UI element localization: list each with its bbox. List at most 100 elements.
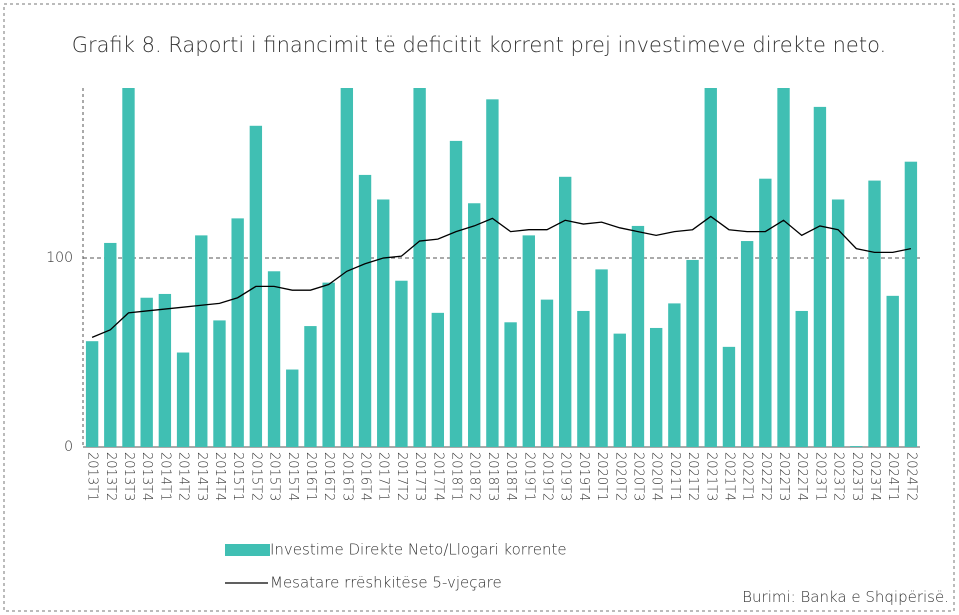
bar: [668, 303, 681, 447]
x-tick-label: 2020T3: [630, 452, 645, 501]
bar: [868, 180, 881, 447]
bar: [740, 241, 754, 447]
x-tick-label: 2021T4: [721, 452, 736, 501]
x-tick-label: 2022T3: [776, 452, 791, 501]
x-tick-label: 2016T4: [358, 452, 373, 501]
bar: [322, 282, 335, 447]
bar: [104, 242, 117, 447]
bar: [813, 106, 827, 447]
bar: [613, 333, 626, 447]
bar: [558, 176, 572, 447]
bar: [195, 235, 208, 447]
bar: [686, 259, 699, 447]
x-tick-label: 2022T2: [758, 452, 773, 501]
x-tick-label: 2024T2: [903, 452, 918, 501]
bar: [759, 178, 772, 447]
x-tick-label: 2022T4: [794, 452, 809, 501]
x-tick-label: 2018T2: [467, 452, 482, 501]
x-tick-label: 2019T2: [539, 452, 554, 501]
x-tick-label: 2021T1: [667, 452, 682, 501]
x-tick-label: 2017T3: [412, 452, 427, 501]
y-tick-label: 0: [64, 439, 73, 455]
x-tick-label: 2019T1: [521, 452, 536, 501]
x-tick-label: 2015T2: [248, 452, 263, 501]
bar: [777, 88, 790, 447]
bar: [649, 327, 663, 447]
bar: [176, 352, 190, 447]
bar: [431, 312, 445, 447]
bar: [831, 199, 845, 447]
bar: [358, 174, 372, 448]
line: [91, 215, 912, 339]
x-tick-label: 2015T3: [267, 452, 282, 501]
x-tick-label: 2014T3: [194, 452, 209, 501]
bar: [304, 326, 317, 447]
chart-title: Grafik 8. Raporti i financimit të defici…: [72, 33, 886, 57]
bar: [377, 199, 390, 447]
bar: [213, 320, 226, 447]
x-tick-label: 2018T3: [485, 452, 500, 501]
y-tick-label: 100: [46, 250, 73, 266]
bar: [631, 225, 645, 447]
bar: [85, 341, 99, 447]
bar: [722, 346, 736, 447]
bar: [486, 99, 499, 447]
bar: [850, 446, 863, 447]
bar: [468, 203, 481, 447]
bar: [395, 280, 408, 447]
x-tick-label: 2014T4: [212, 452, 227, 501]
x-tick-label: 2023T1: [812, 452, 827, 501]
bar: [595, 269, 608, 447]
x-tick-label: 2019T4: [576, 452, 591, 501]
legend-swatch: [225, 544, 270, 556]
bar: [504, 322, 517, 447]
x-tick-label: 2017T4: [430, 452, 445, 501]
x-tick-label: 2023T2: [831, 452, 846, 501]
x-tick-label: 2018T1: [449, 452, 464, 501]
bar: [886, 295, 899, 447]
bar: [413, 88, 426, 447]
x-tick-label: 2023T3: [849, 452, 864, 501]
x-tick-label: 2015T4: [285, 452, 300, 501]
bar: [286, 369, 299, 447]
bar: [522, 235, 535, 447]
x-tick-label: 2020T2: [612, 452, 627, 501]
x-tick-label: 2014T2: [176, 452, 191, 501]
x-tick-label: 2013T1: [85, 452, 100, 501]
x-tick-label: 2019T3: [558, 452, 573, 501]
x-tick-label: 2014T1: [157, 452, 172, 501]
bar: [904, 161, 918, 448]
bar: [340, 88, 354, 447]
x-tick-label: 2018T4: [503, 452, 518, 501]
x-tick-label: 2016T3: [339, 452, 354, 501]
x-tick-label: 2020T4: [649, 452, 664, 501]
x-tick-label: 2013T3: [121, 452, 136, 501]
x-tick-label: 2015T1: [230, 452, 245, 501]
x-tick-label: 2017T2: [394, 452, 409, 501]
frame: [3, 3, 955, 612]
bar: [540, 299, 554, 447]
x-tick-label: 2024T1: [885, 452, 900, 501]
bar: [449, 140, 463, 447]
bar: [122, 88, 135, 447]
x-tick-label: 2017T1: [376, 452, 391, 501]
bar: [231, 218, 244, 447]
bar: [140, 297, 153, 447]
x-tick-label: 2023T4: [867, 452, 882, 501]
x-tick-label: 2022T1: [740, 452, 755, 501]
x-tick-label: 2016T2: [321, 452, 336, 501]
legend-label: Investime Direkte Neto/Llogari korrente: [270, 541, 567, 559]
x-tick-label: 2016T1: [303, 452, 318, 501]
x-tick-label: 2020T1: [594, 452, 609, 501]
bar: [267, 271, 281, 447]
x-tick-label: 2021T2: [685, 452, 700, 501]
x-tick-label: 2013T2: [103, 452, 118, 501]
source: Burimi: Banka e Shqipërisë.: [742, 588, 949, 606]
bar: [704, 88, 717, 447]
bar: [577, 310, 590, 447]
legend-label: Mesatare rrëshkitëse 5-vjeçare: [270, 574, 502, 592]
bar: [158, 293, 172, 447]
bar: [795, 310, 808, 447]
x-tick-label: 2021T3: [703, 452, 718, 501]
